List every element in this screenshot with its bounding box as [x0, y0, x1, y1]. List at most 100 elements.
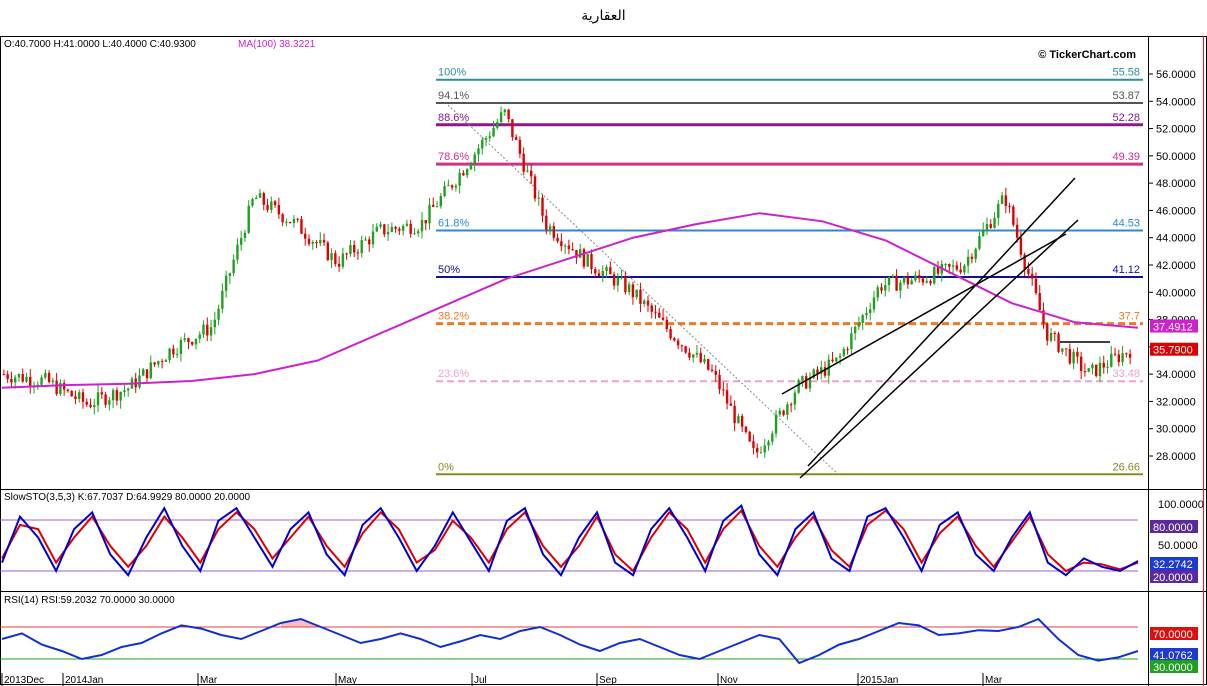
candle-body — [315, 242, 318, 244]
candle-body — [612, 274, 616, 286]
candle-body — [179, 340, 183, 355]
fib-percent-label: 61.8% — [438, 217, 469, 229]
candle-body — [884, 285, 887, 291]
rsi-overbought-fill — [281, 619, 361, 627]
candle-body — [311, 242, 314, 244]
candle-body — [285, 221, 288, 223]
candle-body — [213, 319, 217, 328]
candle-body — [869, 309, 872, 313]
candle-body — [104, 394, 107, 405]
candle-body — [1012, 206, 1015, 225]
candle-body — [330, 253, 333, 261]
candle-body — [273, 201, 277, 206]
candle-body — [1110, 353, 1113, 367]
candle-body — [823, 367, 827, 376]
candle-body — [175, 354, 179, 356]
candle-body — [891, 275, 895, 277]
candle-body — [209, 327, 213, 336]
candle-body — [556, 237, 559, 242]
price-tick-label: 44.0000 — [1156, 233, 1196, 245]
channel-lower-line — [799, 219, 1079, 479]
time-tick-label: May — [338, 675, 357, 686]
candle-body — [929, 280, 932, 284]
candle-body — [1091, 364, 1094, 369]
price-tick-label: 42.0000 — [1156, 260, 1196, 272]
candle-body — [522, 153, 525, 172]
candle-body — [654, 311, 657, 313]
candle-body — [383, 224, 386, 235]
candle-body — [989, 224, 992, 228]
candle-body — [85, 401, 88, 405]
candle-body — [567, 245, 571, 250]
candle-body — [62, 382, 66, 390]
candle-body — [29, 376, 32, 386]
candle-body — [66, 389, 70, 391]
candle-body — [880, 287, 883, 291]
candle-body — [262, 193, 265, 205]
candle-body — [831, 359, 834, 362]
candle-body — [1019, 237, 1023, 255]
candle-body — [835, 357, 838, 362]
fib-value-label: 49.39 — [1112, 151, 1140, 163]
candle-body — [417, 231, 420, 234]
candle-body — [982, 230, 985, 236]
candle-body — [740, 416, 744, 427]
candle-body — [138, 375, 141, 388]
candle-body — [605, 267, 608, 271]
candle-body — [322, 240, 326, 243]
fib-value-label: 37.7 — [1119, 311, 1140, 323]
candle-body — [1030, 273, 1034, 279]
candle-body — [288, 221, 292, 224]
candle-body — [1125, 353, 1128, 355]
candle-body — [665, 319, 669, 330]
candle-body — [714, 370, 717, 375]
candle-body — [691, 354, 695, 358]
candle-body — [578, 249, 582, 258]
candle-body — [142, 369, 145, 376]
price-tick-label: 54.0000 — [1156, 96, 1196, 108]
candle-body — [379, 224, 382, 227]
candle-body — [352, 245, 356, 253]
candle-body — [292, 218, 296, 224]
candle-body — [145, 369, 149, 379]
candle-body — [759, 452, 763, 454]
candle-body — [81, 392, 85, 402]
candle-body — [319, 240, 322, 244]
candle-body — [906, 277, 910, 285]
candle-body — [978, 235, 981, 249]
time-tick-label: 2015Jan — [860, 675, 898, 686]
candle-body — [1015, 224, 1019, 238]
price-tick-label: 50.0000 — [1156, 151, 1196, 163]
candle-body — [801, 376, 804, 381]
candle-body — [477, 148, 480, 155]
candle-body — [530, 170, 533, 177]
candle-body — [187, 338, 190, 343]
candle-body — [398, 228, 401, 231]
candle-body — [1046, 323, 1049, 341]
candle-body — [111, 390, 115, 401]
candle-body — [202, 324, 205, 335]
candle-body — [89, 404, 92, 408]
candle-body — [93, 405, 96, 408]
candle-body — [857, 323, 861, 327]
candle-body — [876, 287, 879, 298]
rsi-last-bg — [1150, 648, 1198, 661]
candle-body — [699, 352, 702, 363]
candle-body — [917, 275, 921, 279]
candle-body — [499, 112, 503, 123]
candle-body — [959, 269, 962, 273]
candle-body — [1008, 206, 1011, 208]
candle-body — [108, 400, 111, 405]
candle-body — [910, 280, 913, 285]
candle-body — [563, 245, 567, 247]
candle-body — [488, 136, 491, 139]
candle-body — [707, 359, 710, 370]
candle-body — [673, 338, 676, 341]
candle-body — [842, 349, 846, 356]
candle-body — [722, 389, 725, 391]
price-tick-label: 28.0000 — [1156, 451, 1196, 463]
candle-body — [341, 253, 345, 267]
candle-body — [646, 300, 650, 306]
candle-body — [594, 269, 597, 274]
